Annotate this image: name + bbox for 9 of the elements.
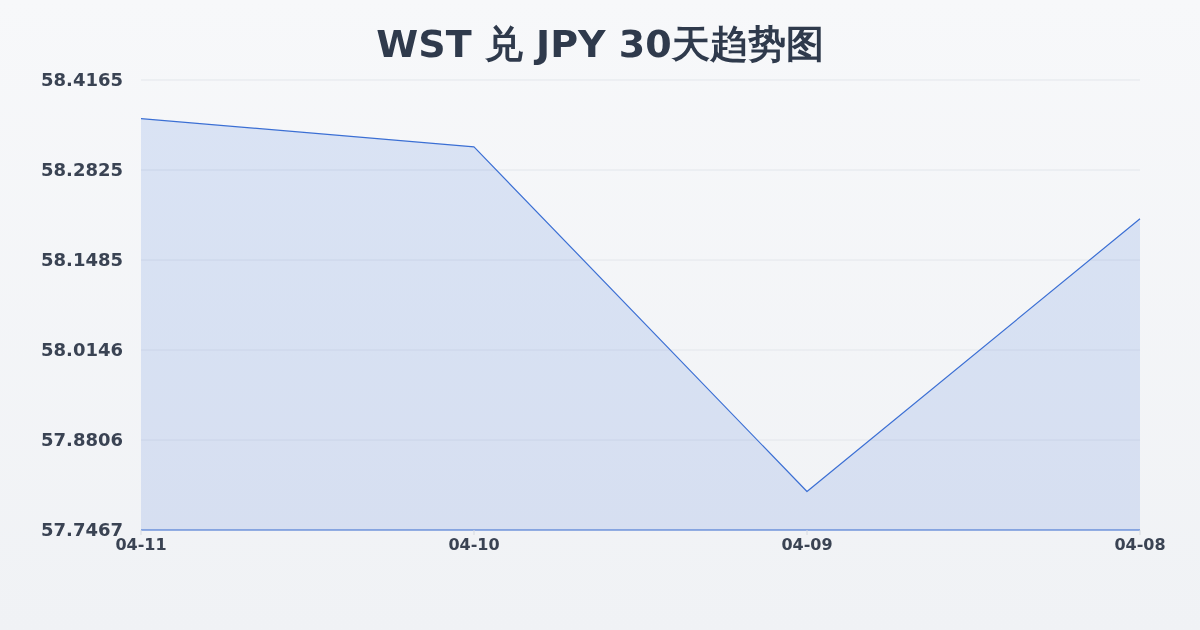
y-tick-label: 58.4165 xyxy=(41,69,123,91)
y-tick-label: 58.2825 xyxy=(41,159,123,181)
chart-title: WST 兑 JPY 30天趋势图 xyxy=(375,21,825,68)
x-tick-label: 04-09 xyxy=(781,535,833,555)
y-tick-label: 57.8806 xyxy=(41,429,123,451)
y-tick-label: 58.0146 xyxy=(41,339,123,361)
x-tick-label: 04-10 xyxy=(448,535,500,555)
x-tick-label: 04-08 xyxy=(1114,535,1166,555)
y-tick-label: 58.1485 xyxy=(41,249,123,271)
